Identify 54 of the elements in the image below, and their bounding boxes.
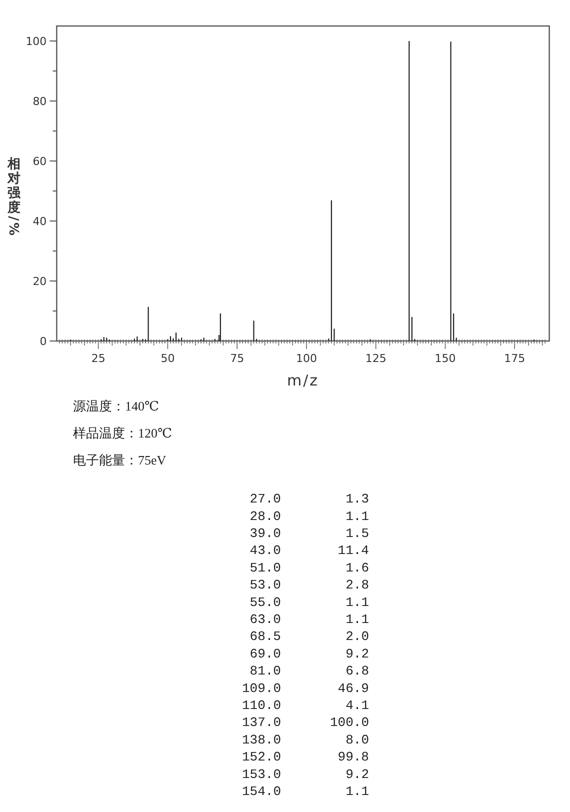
y-tick-label: 60 [32,154,47,168]
category-label: 81.0 [250,664,281,679]
text: 6.8 [346,664,369,679]
text: 100.0 [330,715,369,730]
category-label: 138.0 [242,732,281,748]
text: 1.5 [346,526,369,541]
y-tick-label: 0 [40,334,47,348]
category-label: 28.0 [250,508,281,524]
text: 99.8 [338,750,369,765]
category-label: 53.0 [250,578,281,593]
text: 2.8 [346,578,369,593]
text: 电子能量：75eV [73,452,167,468]
text: 1.1 [346,508,369,524]
y-axis-title: 相对强度/% [6,157,22,236]
category-label: 152.0 [242,750,281,765]
y-tick-label: 20 [32,274,47,288]
text: 9.2 [346,646,369,662]
text: 1.1 [346,784,369,799]
x-tick-label: 75 [230,352,244,365]
text: 1.1 [346,594,369,610]
category-label: 153.0 [242,766,281,782]
y-tick-label: 40 [32,214,47,228]
x-tick-label: 175 [504,352,526,365]
category-label: 109.0 [242,680,281,696]
x-tick-label: 100 [296,352,317,365]
text: 11.4 [338,543,369,558]
text: 源温度：140℃ [73,398,160,414]
text: 2.0 [346,629,369,644]
category-label: 154.0 [242,784,281,799]
text: 1.1 [346,612,369,627]
y-tick-label: 80 [32,94,47,108]
text: 1.6 [346,560,369,576]
x-tick-label: 25 [91,352,106,365]
y-tick-label: 100 [26,34,47,48]
category-label: 55.0 [250,594,281,610]
category-label: 68.5 [250,629,281,644]
text: 46.9 [338,680,369,696]
x-tick-label: 50 [160,352,175,365]
text: 4.1 [346,698,369,713]
x-axis-title: m/z [286,371,320,390]
category-label: 39.0 [250,526,281,541]
x-tick-label: 150 [434,352,456,365]
x-tick-label: 125 [365,352,386,365]
category-label: 43.0 [250,543,281,558]
text: 8.0 [346,732,369,748]
category-label: 51.0 [250,560,281,576]
category-label: 27.0 [250,492,281,507]
category-label: 63.0 [250,612,281,627]
category-label: 110.0 [242,698,281,713]
text: 样品温度：120℃ [73,426,172,441]
category-label: 69.0 [250,646,281,662]
category-label: 137.0 [242,715,281,730]
text: 1.3 [346,492,369,507]
text: 9.2 [346,766,369,782]
